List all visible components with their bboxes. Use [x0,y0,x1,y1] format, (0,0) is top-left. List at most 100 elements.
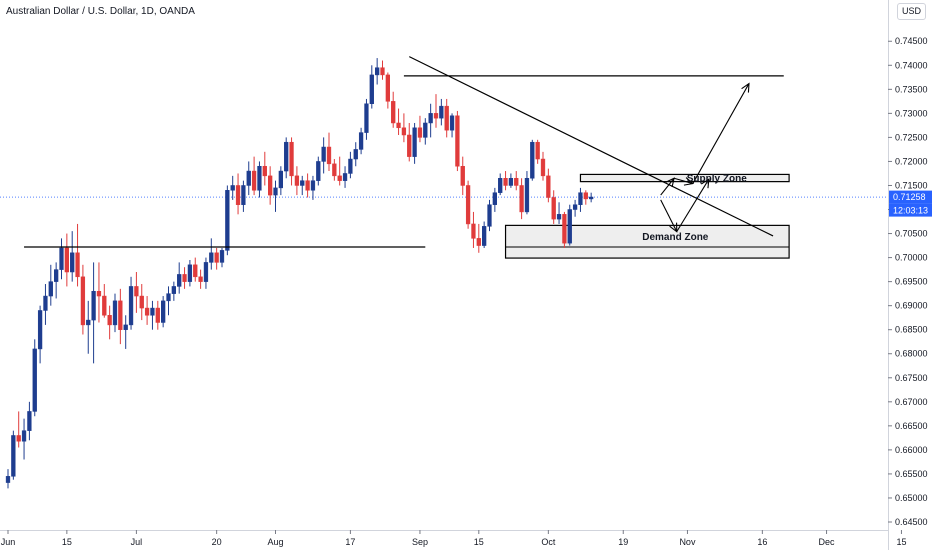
price-tick-label: 0.73500 [895,84,928,94]
candle-body [353,149,358,160]
price-tick-label: 0.70500 [895,229,928,239]
currency-button[interactable]: USD [897,3,926,20]
time-tick-label: Nov [679,537,696,547]
candle-body [219,250,225,263]
candle-body [503,178,508,186]
candle-body [380,67,385,76]
candle-body [198,276,203,282]
candle-body [530,141,535,179]
price-tick-label: 0.71500 [895,180,928,190]
candle-body [144,307,150,316]
projection-arrow-line[interactable] [673,177,693,185]
candle-body [508,178,514,186]
candle-body [27,411,32,431]
candle-body [514,178,519,186]
price-tick-label: 0.74500 [895,36,928,46]
time-axis[interactable]: Jun 15 Jul 20 Aug 17 Sep 15 Oct 19 Nov 16 Dec 15 [1,530,907,547]
price-tick-label: 0.72500 [895,132,928,142]
time-tick-label: Sep [412,537,428,547]
candle-body [407,134,412,157]
candle-body [262,165,267,177]
projection-arrow-line[interactable] [692,83,750,184]
price-tick-label: 0.69000 [895,301,928,311]
candle-body [37,310,43,350]
candle-body [578,192,583,205]
projection-arrow-line[interactable] [660,199,678,232]
price-tick-label: 0.72000 [895,156,928,166]
candle-body [300,180,305,186]
candle-body [5,476,11,483]
price-axis-background [889,0,932,550]
candle-body [177,274,182,287]
candle-body [64,247,69,273]
candle-body [273,187,278,196]
price-tick-label: 0.67500 [895,373,928,383]
candle-body [155,307,160,323]
candle-body [326,146,332,165]
projection-arrow-line[interactable] [676,178,710,232]
candle-body [278,170,284,189]
candle-body [161,300,166,323]
candle-body [251,170,257,191]
supply-zone-box[interactable] [579,173,790,183]
candle-body [80,276,86,326]
price-tick-label: 0.66000 [895,445,928,455]
time-tick-label: 15 [896,537,906,547]
candle-body [128,286,134,326]
demand-zone-box[interactable] [504,224,790,259]
projection-arrow-line[interactable] [660,177,675,196]
time-tick-label: 15 [474,537,484,547]
candle-body [54,269,59,282]
candles-group [5,58,594,489]
price-tick-label: 0.69500 [895,277,928,287]
candle-body [572,204,578,210]
candle-body [91,290,96,321]
supply-zone-label: Supply Zone [687,174,747,185]
candle-body [455,115,460,167]
candle-body [551,197,556,220]
chart-title: Australian Dollar / U.S. Dollar, 1D, OAN… [6,6,195,17]
countdown-tag [889,203,932,217]
time-tick-label: Dec [819,537,836,547]
candle-body [289,141,294,177]
plot-background [0,0,888,550]
candle-body [460,165,465,186]
price-tick-label: 0.73000 [895,108,928,118]
candle-body [465,185,471,225]
candle-body [16,435,21,442]
time-tick-label: Jun [1,537,16,547]
candle-body [385,74,391,102]
candle-body [412,127,417,157]
candle-body [546,175,551,198]
price-tick-label: 0.68500 [895,325,928,335]
descending-trendline[interactable] [408,56,774,237]
candle-body [268,175,273,196]
candle-body [187,264,193,282]
time-tick-label: 20 [212,537,222,547]
candle-body [48,281,53,297]
candle-body [524,178,530,213]
candle-body [540,158,546,177]
price-tick-label: 0.65500 [895,469,928,479]
candle-body [567,209,572,244]
price-axis[interactable]: 0.74500 0.74000 0.73500 0.73000 0.72500 0.720… [888,0,932,550]
candle-body [417,127,423,138]
candle-body [428,113,433,124]
candle-body [482,226,487,246]
candle-body [476,238,481,246]
candle-body [498,178,503,193]
candle-body [123,324,128,330]
candle-body [487,204,492,227]
candle-body [70,252,75,273]
candle-body [439,105,444,119]
candle-body [401,127,407,136]
candle-body [193,264,198,278]
candle-body [369,74,374,104]
projection-arrow-head [700,178,710,189]
candle-body [332,163,337,177]
candle-body [562,214,567,244]
candle-body [134,286,139,297]
candle-body [556,214,562,220]
candle-body [118,300,123,330]
